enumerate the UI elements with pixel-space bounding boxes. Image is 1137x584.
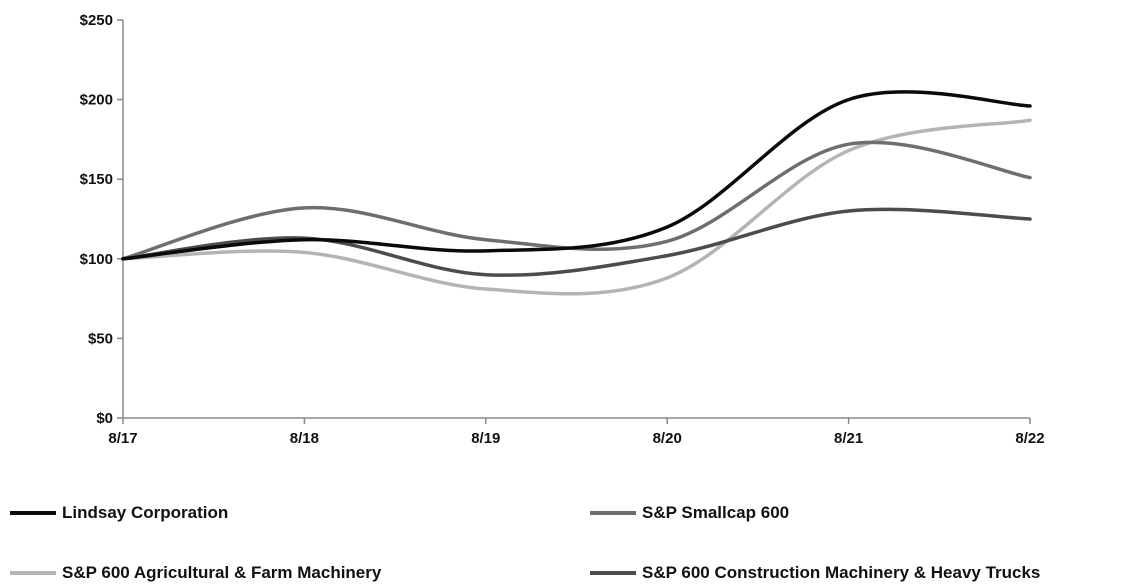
chart-axes: $0 $50 $100 $150 $200 $250 8/17 8/18 8/19 8/20 8/2… <box>80 12 1045 447</box>
x-tick-label: 8/21 <box>834 430 863 447</box>
y-tick-label: $250 <box>80 12 113 29</box>
y-tick-label: $200 <box>80 92 113 109</box>
x-tick-label: 8/17 <box>108 430 137 447</box>
x-tick-label: 8/20 <box>653 430 682 447</box>
y-tick-label: $150 <box>80 171 113 188</box>
series-line-construction <box>121 207 1032 277</box>
series-line-agri <box>121 118 1032 296</box>
series-line-smallcap <box>121 140 1032 261</box>
series-line-lindsay <box>121 90 1032 261</box>
y-tick-label: $50 <box>88 330 113 347</box>
y-tick-label: $100 <box>80 251 113 268</box>
chart-series-layer <box>121 90 1032 296</box>
x-tick-label: 8/22 <box>1015 430 1044 447</box>
x-tick-label: 8/19 <box>471 430 500 447</box>
y-tick-label: $0 <box>96 410 113 427</box>
x-tick-label: 8/18 <box>290 430 319 447</box>
